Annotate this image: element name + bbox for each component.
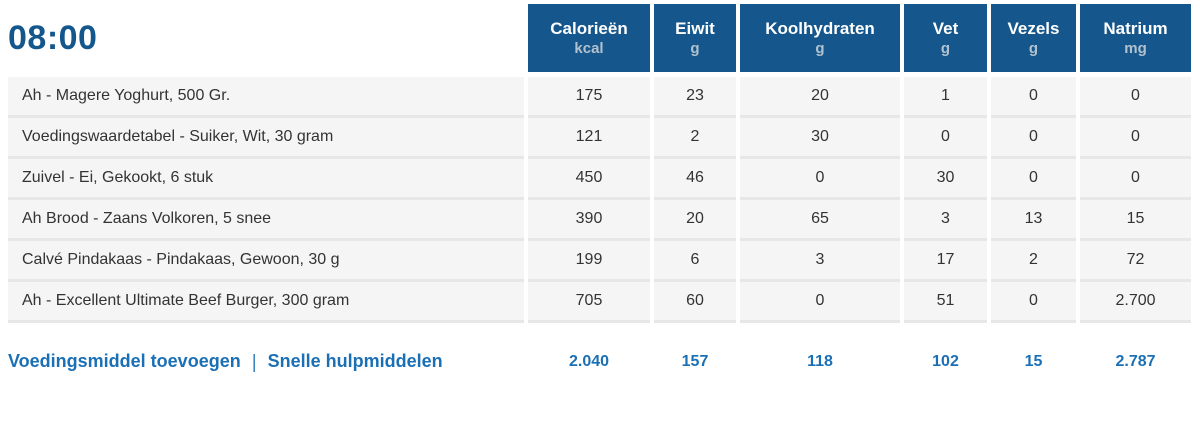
nutrient-value: 2.700	[1080, 282, 1191, 323]
total-fiber: 15	[991, 352, 1076, 371]
food-row[interactable]: Ah - Excellent Ultimate Beef Burger, 300…	[8, 282, 1191, 323]
food-row[interactable]: Ah Brood - Zaans Volkoren, 5 snee 390 20 6…	[8, 200, 1191, 241]
column-label: Vezels	[1007, 19, 1060, 38]
nutrient-value: 15	[1080, 200, 1191, 241]
food-row[interactable]: Ah - Magere Yoghurt, 500 Gr. 175 23 20 1 0 0	[8, 77, 1191, 118]
column-label: Calorieën	[550, 19, 628, 38]
nutrient-value: 0	[740, 159, 900, 200]
column-unit: g	[690, 40, 700, 57]
nutrient-value: 3	[904, 200, 987, 241]
food-row[interactable]: Calvé Pindakaas - Pindakaas, Gewoon, 30 …	[8, 241, 1191, 282]
food-rows-container: Ah - Magere Yoghurt, 500 Gr. 175 23 20 1 0 0 …	[8, 77, 1191, 323]
meal-action-links: Voedingsmiddel toevoegen | Snelle hulpmidd…	[8, 349, 443, 374]
nutrient-value: 0	[991, 159, 1076, 200]
column-unit: g	[940, 40, 951, 57]
meal-time-link[interactable]: 08:00	[8, 18, 98, 57]
nutrient-value: 3	[740, 241, 900, 282]
nutrient-value: 390	[528, 200, 650, 241]
nutrient-value: 0	[740, 282, 900, 323]
nutrient-value: 20	[654, 200, 736, 241]
nutrient-value: 13	[991, 200, 1076, 241]
nutrient-value: 30	[740, 118, 900, 159]
column-unit: mg	[1124, 40, 1147, 57]
column-header-calories: Calorieën kcal	[528, 4, 650, 72]
nutrient-value: 17	[904, 241, 987, 282]
quick-tools-link[interactable]: Snelle hulpmiddelen	[267, 351, 443, 371]
nutrient-value: 2	[654, 118, 736, 159]
food-row[interactable]: Voedingswaardetabel - Suiker, Wit, 30 gr…	[8, 118, 1191, 159]
nutrient-value: 175	[528, 77, 650, 118]
total-sodium: 2.787	[1080, 352, 1191, 371]
column-label: Eiwit	[675, 19, 715, 38]
column-label: Vet	[932, 19, 959, 38]
meal-actions-cell: Voedingsmiddel toevoegen | Snelle hulpmidd…	[8, 349, 524, 374]
column-header-fat: Vet g	[904, 4, 987, 72]
nutrient-value: 23	[654, 77, 736, 118]
nutrient-value: 46	[654, 159, 736, 200]
add-food-link[interactable]: Voedingsmiddel toevoegen	[8, 351, 241, 371]
nutrient-value: 705	[528, 282, 650, 323]
nutrient-value: 65	[740, 200, 900, 241]
nutrient-value: 1	[904, 77, 987, 118]
food-name-link[interactable]: Ah - Magere Yoghurt, 500 Gr.	[8, 77, 524, 118]
nutrient-value: 450	[528, 159, 650, 200]
total-calories: 2.040	[528, 352, 650, 371]
food-name-link[interactable]: Ah Brood - Zaans Volkoren, 5 snee	[8, 200, 524, 241]
food-name-link[interactable]: Ah - Excellent Ultimate Beef Burger, 300…	[8, 282, 524, 323]
nutrient-value: 72	[1080, 241, 1191, 282]
nutrient-value: 0	[1080, 118, 1191, 159]
nutrient-value: 60	[654, 282, 736, 323]
column-unit: g	[1028, 40, 1039, 57]
food-row[interactable]: Zuivel - Ei, Gekookt, 6 stuk 450 46 0 30 0 0	[8, 159, 1191, 200]
nutrient-value: 2	[991, 241, 1076, 282]
column-label: Koolhydraten	[765, 19, 875, 38]
totals-row: Voedingsmiddel toevoegen | Snelle hulpmidd…	[8, 323, 1191, 400]
nutrient-value: 199	[528, 241, 650, 282]
nutrient-value: 0	[1080, 159, 1191, 200]
nutrient-value: 0	[991, 118, 1076, 159]
food-name-link[interactable]: Zuivel - Ei, Gekookt, 6 stuk	[8, 159, 524, 200]
total-carbs: 118	[740, 352, 900, 371]
column-header-sodium: Natrium mg	[1080, 4, 1191, 72]
food-name-link[interactable]: Voedingswaardetabel - Suiker, Wit, 30 gr…	[8, 118, 524, 159]
column-header-protein: Eiwit g	[654, 4, 736, 72]
column-header-carbs: Koolhydraten g	[740, 4, 900, 72]
table-header-row: 08:00 Calorieën kcal Eiwit g Koolhydrate…	[8, 4, 1191, 72]
nutrient-value: 0	[1080, 77, 1191, 118]
nutrient-value: 0	[991, 282, 1076, 323]
column-label: Natrium	[1103, 19, 1168, 38]
nutrient-value: 121	[528, 118, 650, 159]
total-fat: 102	[904, 352, 987, 371]
meal-time-cell: 08:00	[8, 4, 524, 72]
link-separator: |	[251, 352, 257, 373]
column-unit: kcal	[574, 40, 604, 57]
nutrient-value: 0	[904, 118, 987, 159]
nutrient-value: 0	[991, 77, 1076, 118]
total-protein: 157	[654, 352, 736, 371]
nutrient-value: 20	[740, 77, 900, 118]
nutrient-value: 30	[904, 159, 987, 200]
nutrient-value: 51	[904, 282, 987, 323]
nutrient-value: 6	[654, 241, 736, 282]
food-name-link[interactable]: Calvé Pindakaas - Pindakaas, Gewoon, 30 …	[8, 241, 524, 282]
column-header-fiber: Vezels g	[991, 4, 1076, 72]
meal-diary-table: 08:00 Calorieën kcal Eiwit g Koolhydrate…	[8, 4, 1191, 400]
column-unit: g	[815, 40, 825, 57]
